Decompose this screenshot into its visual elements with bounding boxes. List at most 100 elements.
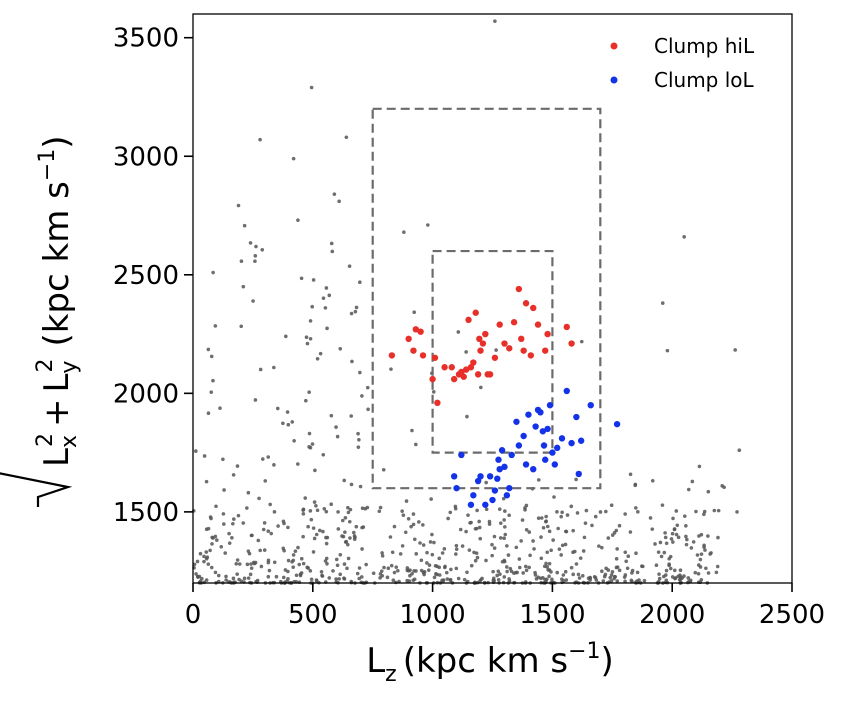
background-point (286, 422, 291, 427)
background-point (281, 519, 286, 524)
background-point (527, 565, 531, 570)
background-point (437, 556, 442, 561)
background-point (232, 517, 236, 521)
background-point (242, 223, 247, 228)
background-point (686, 576, 691, 580)
background-point (248, 241, 253, 245)
background-point (385, 575, 390, 580)
background-point (315, 508, 320, 513)
background-point (549, 548, 553, 553)
background-point (411, 522, 416, 527)
background-point (544, 561, 548, 566)
background-point (296, 218, 300, 222)
background-point (242, 576, 247, 581)
background-point (400, 544, 405, 548)
background-point (696, 571, 701, 576)
clump-lol-point (515, 442, 523, 449)
background-point (325, 535, 330, 540)
clump-lol-point (540, 442, 548, 449)
background-point (429, 497, 433, 501)
background-point (492, 546, 497, 550)
background-point (475, 555, 480, 560)
background-point (628, 530, 633, 534)
background-point (648, 516, 653, 520)
background-point (291, 565, 295, 569)
background-point (401, 513, 406, 517)
background-point (685, 537, 689, 542)
background-point (258, 137, 262, 142)
svg-text:Lx2+Ly2(kpc km s−1): Lx2+Ly2(kpc km s−1) (33, 135, 82, 467)
background-point (412, 577, 417, 582)
background-point (555, 510, 559, 514)
background-point (431, 390, 436, 394)
background-point (699, 552, 704, 556)
background-point (275, 406, 280, 411)
background-point (448, 510, 453, 515)
clump-lol-point (613, 420, 621, 428)
clump-hil-point (510, 319, 518, 326)
background-points (191, 19, 742, 585)
x-axis-ticks: 0 500 1000 1500 2000 2500 (185, 583, 825, 630)
background-point (671, 540, 675, 544)
background-point (520, 518, 525, 522)
background-point (437, 573, 442, 577)
background-point (341, 534, 346, 539)
background-point (642, 578, 647, 583)
background-point (615, 547, 619, 551)
background-point (272, 463, 276, 467)
background-point (487, 522, 492, 526)
background-point (491, 569, 495, 574)
background-point (600, 569, 604, 574)
clump-lol-point (501, 463, 508, 471)
clump-hil-point (431, 354, 439, 361)
background-point (286, 569, 290, 574)
background-point (430, 552, 435, 557)
background-point (624, 559, 629, 564)
background-point (291, 156, 296, 161)
background-point (330, 249, 335, 254)
background-point (408, 573, 412, 578)
clump-hil-point (518, 335, 525, 343)
background-point (219, 544, 224, 549)
background-point (340, 518, 345, 523)
background-point (345, 542, 350, 547)
x-axis-label: Lz (kpc km s−1) (366, 639, 614, 687)
background-point (678, 568, 683, 573)
background-point (230, 535, 234, 540)
background-point (484, 480, 488, 485)
background-point (206, 347, 211, 352)
background-point (204, 578, 209, 582)
background-point (324, 541, 329, 546)
background-point (237, 562, 242, 566)
clump-hil-point (506, 345, 513, 352)
background-point (502, 559, 507, 564)
background-point (209, 565, 214, 570)
background-point (378, 576, 382, 580)
background-point (216, 573, 221, 578)
clump-hil-point (563, 323, 570, 331)
background-point (534, 577, 539, 581)
background-point (708, 552, 712, 556)
background-point (657, 576, 662, 581)
background-point (660, 301, 665, 305)
background-point (480, 576, 484, 581)
background-point (194, 572, 198, 576)
background-point (412, 537, 417, 542)
background-point (312, 500, 317, 504)
background-point (353, 309, 358, 314)
background-point (696, 563, 701, 567)
background-point (356, 431, 360, 436)
background-point (306, 524, 310, 529)
background-point (210, 542, 214, 546)
background-point (584, 508, 589, 513)
background-point (552, 495, 556, 499)
clump-hil-point (458, 368, 465, 376)
background-point (249, 533, 254, 538)
background-point (715, 564, 720, 569)
background-point (356, 445, 361, 449)
background-point (684, 524, 688, 528)
clump-lol-point (489, 496, 496, 504)
background-point (349, 311, 354, 316)
background-point (446, 516, 450, 521)
background-point (248, 572, 253, 577)
